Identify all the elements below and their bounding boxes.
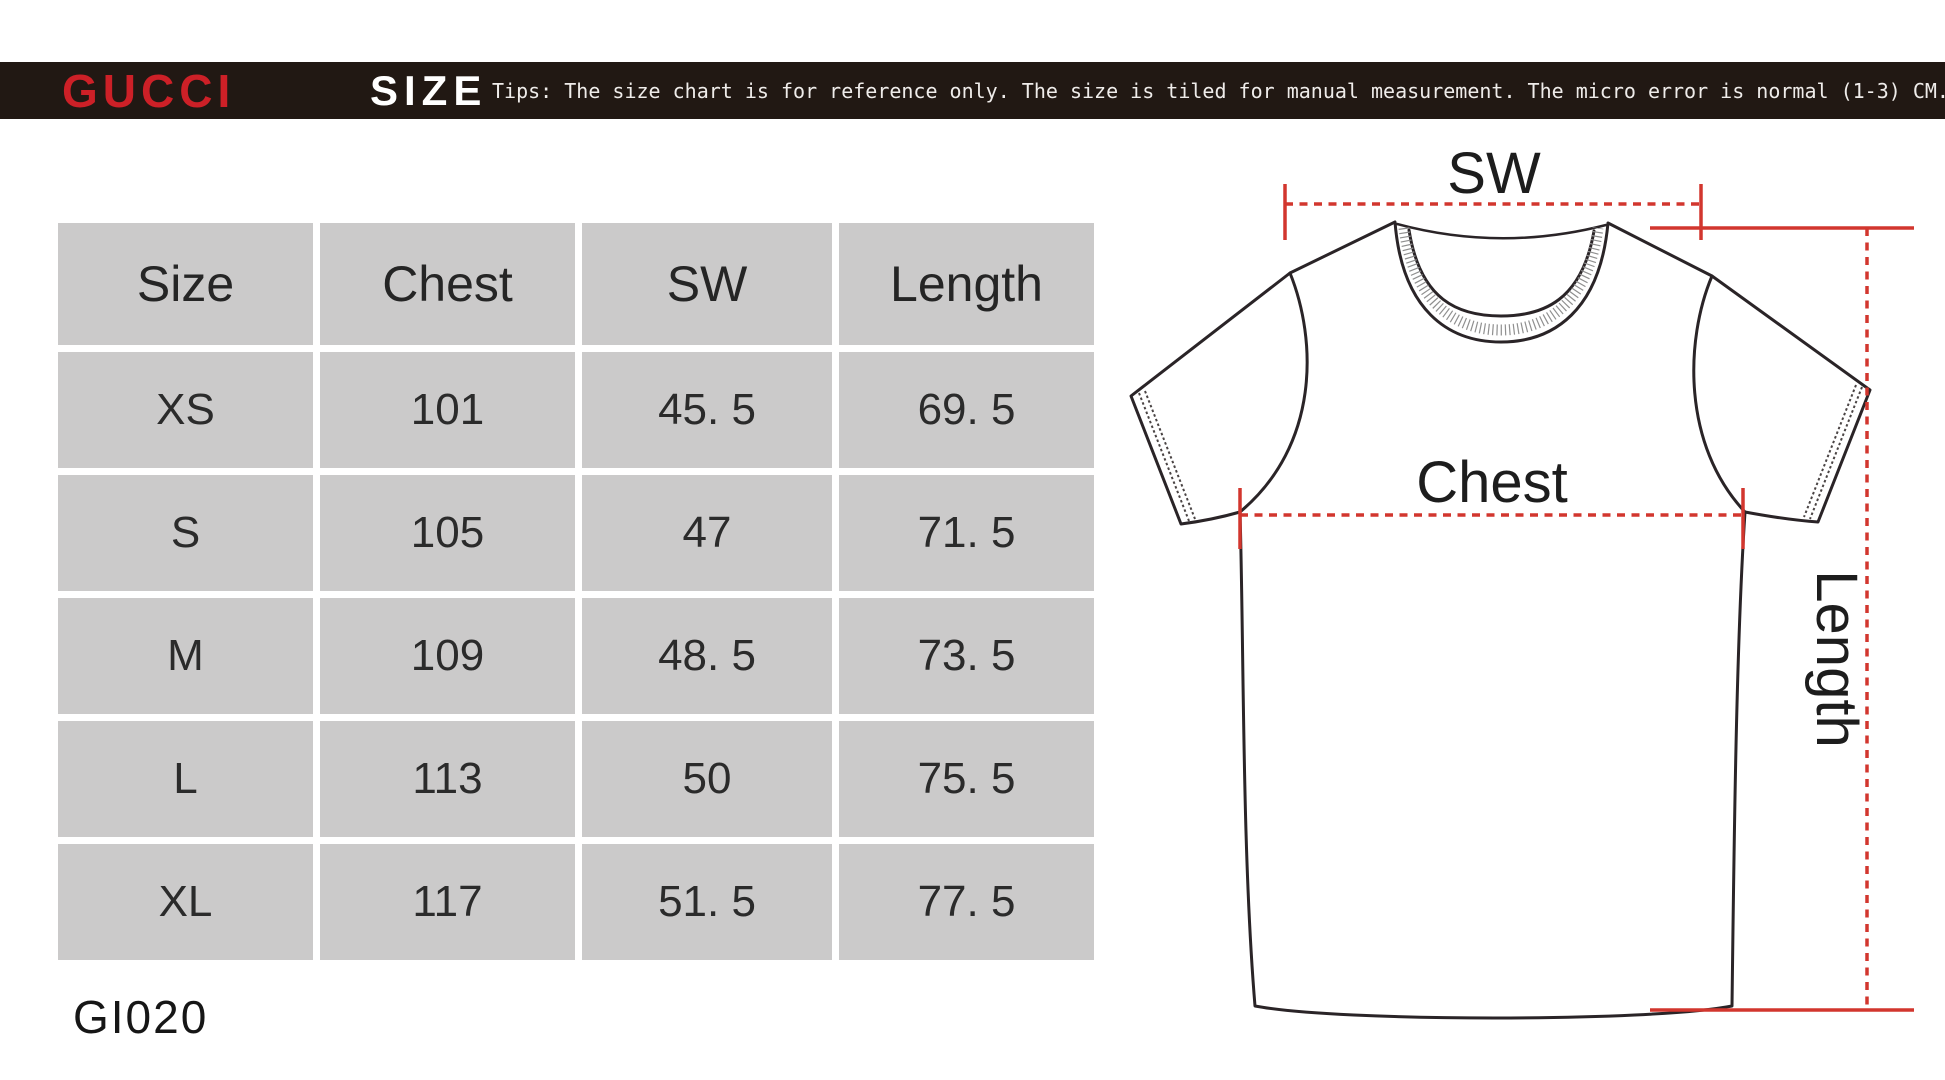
tips-text: Tips: The size chart is for reference on…	[492, 78, 1945, 103]
table-cell-chest-m: 109	[320, 598, 575, 714]
measurement-lines	[1238, 184, 1914, 1012]
collar-back-seam	[1395, 222, 1608, 240]
size-table: Size Chest SW Length XS 101 45. 5 69. 5 …	[58, 223, 1094, 960]
table-cell-length-xs: 69. 5	[839, 352, 1094, 468]
header-bar: GUCCI SIZE Tips: The size chart is for r…	[0, 62, 1945, 119]
table-cell-size-m: M	[58, 598, 313, 714]
col-header-size: Size	[58, 223, 313, 345]
right-armhole-seam	[1692, 274, 1747, 514]
table-cell-sw-l: 50	[582, 721, 832, 837]
table-cell-length-l: 75. 5	[839, 721, 1094, 837]
table-cell-length-m: 73. 5	[839, 598, 1094, 714]
collar-rib-texture	[1398, 227, 1604, 336]
tshirt-drawing	[1129, 220, 1872, 1020]
col-header-length: Length	[839, 223, 1094, 345]
sw-label: SW	[1447, 141, 1541, 206]
table-cell-chest-xs: 101	[320, 352, 575, 468]
chest-label: Chest	[1416, 450, 1568, 515]
sleeve-cuff-stitches	[1138, 384, 1863, 522]
table-cell-size-s: S	[58, 475, 313, 591]
table-cell-length-xl: 77. 5	[839, 844, 1094, 960]
left-armhole-seam	[1238, 271, 1309, 514]
table-cell-sw-xl: 51. 5	[582, 844, 832, 960]
table-cell-size-l: L	[58, 721, 313, 837]
length-label: Length	[1804, 570, 1869, 747]
table-cell-chest-l: 113	[320, 721, 575, 837]
table-cell-sw-m: 48. 5	[582, 598, 832, 714]
brand-logo: GUCCI	[62, 64, 236, 117]
col-header-chest: Chest	[320, 223, 575, 345]
measurement-labels: SW Chest Length	[1416, 141, 1869, 748]
collar-inner-edge	[1407, 228, 1596, 318]
col-header-sw: SW	[582, 223, 832, 345]
table-cell-chest-s: 105	[320, 475, 575, 591]
table-cell-size-xs: XS	[58, 352, 313, 468]
table-cell-size-xl: XL	[58, 844, 313, 960]
table-cell-length-s: 71. 5	[839, 475, 1094, 591]
tshirt-body-outline	[1129, 220, 1872, 1020]
table-cell-sw-s: 47	[582, 475, 832, 591]
product-code: GI020	[73, 991, 209, 1043]
table-cell-chest-xl: 117	[320, 844, 575, 960]
page-title: SIZE	[370, 66, 488, 114]
table-cell-sw-xs: 45. 5	[582, 352, 832, 468]
